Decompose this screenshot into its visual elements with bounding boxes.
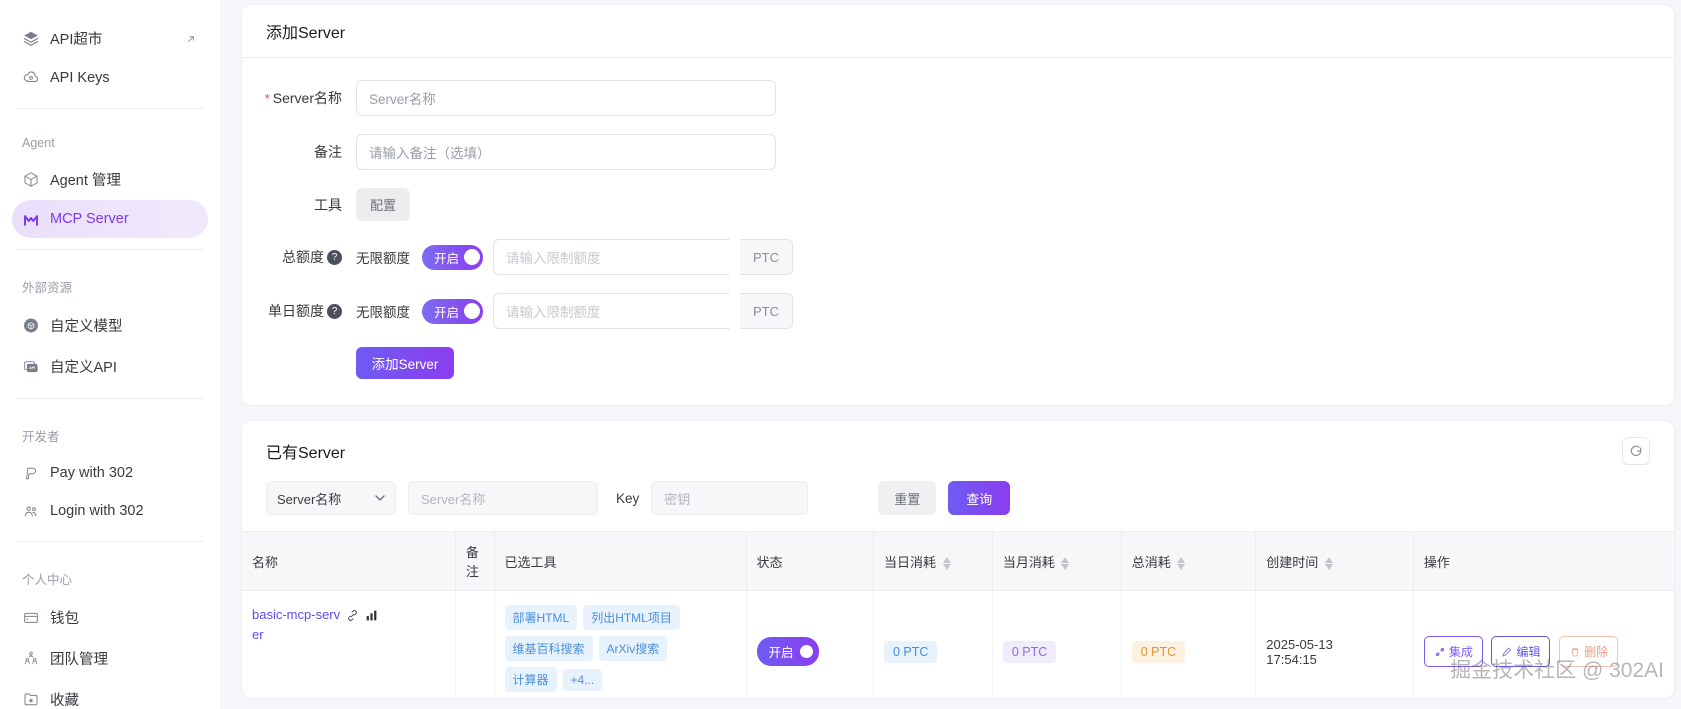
svg-text:API: API <box>29 366 35 370</box>
svg-text:API: API <box>29 76 33 79</box>
